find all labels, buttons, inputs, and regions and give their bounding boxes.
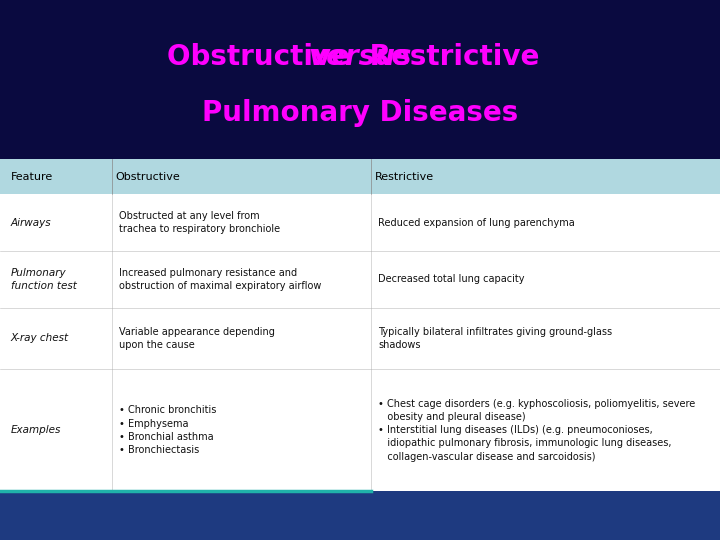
Text: versus: versus: [308, 43, 412, 71]
Text: Feature: Feature: [11, 172, 53, 182]
Text: Decreased total lung capacity: Decreased total lung capacity: [378, 274, 524, 284]
Bar: [0, 159, 720, 194]
Text: Examples: Examples: [11, 425, 61, 435]
Bar: [0, 159, 720, 491]
Text: Restrictive: Restrictive: [374, 172, 433, 182]
Text: X-ray chest: X-ray chest: [11, 333, 69, 343]
Text: • Chest cage disorders (e.g. kyphoscoliosis, poliomyelitis, severe
   obesity an: • Chest cage disorders (e.g. kyphoscolio…: [378, 399, 696, 462]
Text: Pulmonary Diseases: Pulmonary Diseases: [202, 99, 518, 127]
Text: Increased pulmonary resistance and
obstruction of maximal expiratory airflow: Increased pulmonary resistance and obstr…: [119, 268, 321, 291]
Text: Typically bilateral infiltrates giving ground-glass
shadows: Typically bilateral infiltrates giving g…: [378, 327, 612, 350]
Text: Obstructive: Obstructive: [115, 172, 180, 182]
Text: Restrictive: Restrictive: [360, 43, 539, 71]
Text: Airways: Airways: [11, 218, 51, 228]
Text: Variable appearance depending
upon the cause: Variable appearance depending upon the c…: [119, 327, 274, 350]
Text: • Chronic bronchitis
• Emphysema
• Bronchial asthma
• Bronchiectasis: • Chronic bronchitis • Emphysema • Bronc…: [119, 406, 216, 455]
Text: Pulmonary
function test: Pulmonary function test: [11, 268, 76, 291]
Text: Obstructed at any level from
trachea to respiratory bronchiole: Obstructed at any level from trachea to …: [119, 211, 280, 234]
Text: Obstructive: Obstructive: [167, 43, 360, 71]
Bar: [0, 491, 720, 540]
Text: Reduced expansion of lung parenchyma: Reduced expansion of lung parenchyma: [378, 218, 575, 228]
Bar: [0, 0, 720, 159]
